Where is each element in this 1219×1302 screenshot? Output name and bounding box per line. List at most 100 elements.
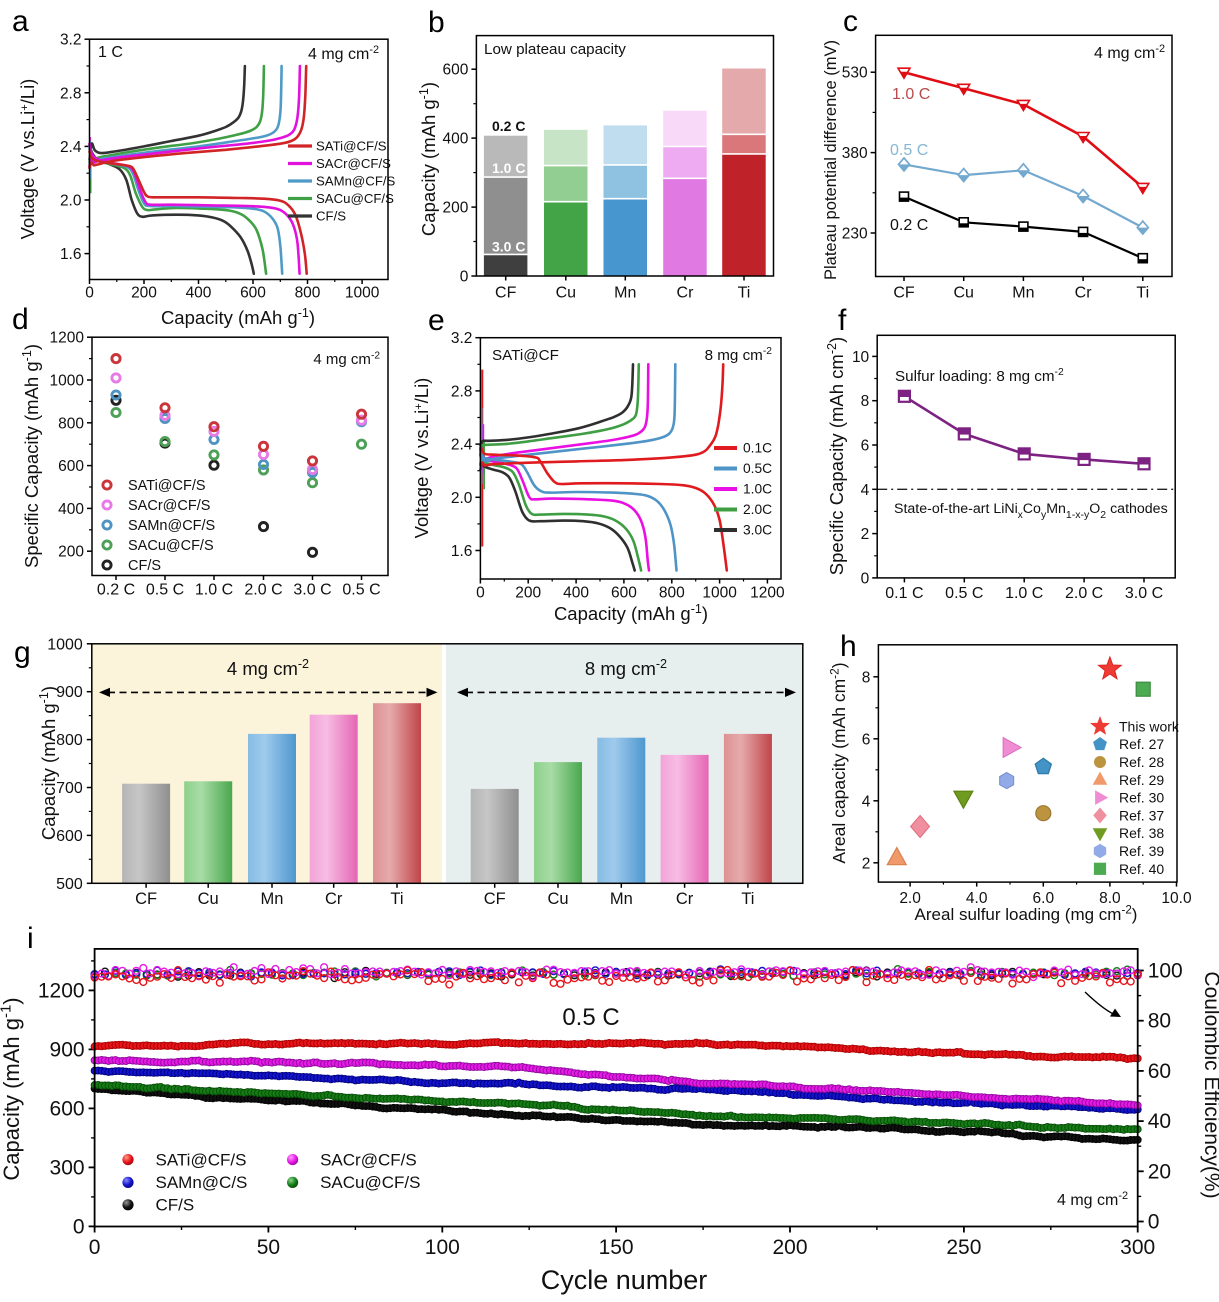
svg-text:20: 20 [1148,1160,1171,1183]
svg-text:400: 400 [443,131,469,148]
svg-text:Capacity (mAh g-1): Capacity (mAh g-1) [0,997,24,1180]
svg-text:8.0: 8.0 [1099,890,1121,907]
svg-text:300: 300 [1120,1236,1155,1259]
svg-text:SACr@CF/S: SACr@CF/S [320,1150,417,1169]
svg-text:e: e [428,304,445,337]
svg-text:Capacity (mAh g-1): Capacity (mAh g-1) [37,686,59,840]
svg-text:Ref. 28: Ref. 28 [1119,754,1164,770]
svg-text:1.0 C: 1.0 C [195,582,233,599]
svg-text:0.5C: 0.5C [743,461,772,476]
svg-text:Ref. 40: Ref. 40 [1119,861,1164,877]
svg-text:200: 200 [131,285,157,302]
svg-text:c: c [843,5,858,38]
svg-text:530: 530 [842,65,868,82]
svg-text:600: 600 [240,285,266,302]
svg-text:0.1 C: 0.1 C [885,585,923,602]
svg-text:100: 100 [425,1236,460,1259]
svg-text:1000: 1000 [50,373,85,390]
svg-text:600: 600 [58,458,84,475]
svg-text:2: 2 [861,526,870,543]
svg-text:SAMn@CF/S: SAMn@CF/S [316,174,396,189]
svg-text:8: 8 [862,669,871,686]
svg-text:g: g [14,636,31,669]
svg-text:b: b [428,6,445,39]
svg-text:0: 0 [89,1236,101,1259]
svg-text:200: 200 [443,200,469,217]
svg-text:Specific Capacity (mAh g-1): Specific Capacity (mAh g-1) [20,344,42,568]
svg-text:Areal sulfur loading (mg cm-2): Areal sulfur loading (mg cm-2) [915,904,1138,925]
svg-text:400: 400 [186,285,212,302]
svg-text:Mn: Mn [261,890,284,908]
svg-text:6.0: 6.0 [1033,890,1055,907]
svg-text:0.2 C: 0.2 C [97,582,135,599]
svg-text:400: 400 [58,501,84,518]
svg-text:Mn: Mn [614,285,636,302]
svg-text:d: d [12,303,29,336]
svg-text:Cr: Cr [676,890,694,908]
svg-text:1200: 1200 [750,585,785,602]
svg-text:3.0 C: 3.0 C [293,582,331,599]
svg-text:200: 200 [515,585,541,602]
svg-text:1.0 C: 1.0 C [1005,585,1043,602]
svg-text:2.0 C: 2.0 C [244,582,282,599]
svg-text:SACu@CF/S: SACu@CF/S [128,538,214,554]
svg-text:SATi@CF/S: SATi@CF/S [156,1150,247,1169]
svg-text:0: 0 [460,269,469,286]
svg-text:400: 400 [563,585,589,602]
svg-text:SATi@CF/S: SATi@CF/S [316,139,387,154]
svg-text:Cr: Cr [1075,285,1093,302]
svg-text:2.4: 2.4 [60,139,82,156]
svg-text:1200: 1200 [38,979,85,1002]
svg-text:10: 10 [852,349,870,366]
svg-text:1.6: 1.6 [451,543,473,560]
svg-text:Ref. 29: Ref. 29 [1119,772,1164,788]
svg-text:3.2: 3.2 [60,32,82,49]
svg-text:2.0: 2.0 [60,193,82,210]
svg-text:4 mg cm-2: 4 mg cm-2 [313,350,380,368]
svg-text:a: a [12,5,29,38]
svg-text:Voltage (V vs.Li+/Li): Voltage (V vs.Li+/Li) [411,378,432,539]
svg-text:Ti: Ti [390,890,403,908]
svg-text:Cycle number: Cycle number [541,1265,708,1295]
svg-text:Ti: Ti [1136,285,1149,302]
svg-text:Plateau potential difference (: Plateau potential difference (mV) [822,40,840,280]
svg-text:300: 300 [50,1156,85,1179]
svg-text:4: 4 [862,793,871,810]
svg-text:Low plateau capacity: Low plateau capacity [484,41,626,58]
svg-text:3.0C: 3.0C [743,523,772,538]
svg-text:100: 100 [1148,960,1183,983]
svg-text:0.5 C: 0.5 C [146,582,184,599]
svg-text:i: i [27,922,34,955]
svg-text:2.0: 2.0 [899,890,921,907]
svg-text:800: 800 [56,732,83,749]
svg-text:6: 6 [862,731,871,748]
svg-text:2.8: 2.8 [60,85,82,102]
svg-text:Ref. 39: Ref. 39 [1119,843,1164,859]
svg-text:800: 800 [659,585,685,602]
svg-text:0.5 C: 0.5 C [342,582,380,599]
svg-text:4 mg cm-2: 4 mg cm-2 [308,44,379,63]
svg-text:Capacity (mAh g-1): Capacity (mAh g-1) [554,602,708,624]
svg-text:Sulfur loading: 8 mg cm-2: Sulfur loading: 8 mg cm-2 [895,367,1064,385]
svg-text:Cr: Cr [677,285,695,302]
svg-text:4.0: 4.0 [966,890,988,907]
svg-text:This work: This work [1119,718,1180,734]
svg-text:Ref. 37: Ref. 37 [1119,807,1164,823]
svg-text:1200: 1200 [50,330,85,347]
svg-text:Cu: Cu [547,890,568,908]
svg-text:900: 900 [56,684,83,701]
svg-text:40: 40 [1148,1110,1171,1133]
svg-text:8 mg cm-2: 8 mg cm-2 [585,657,667,679]
svg-text:380: 380 [842,145,868,162]
svg-text:2.0 C: 2.0 C [1065,585,1103,602]
svg-text:3.0 C: 3.0 C [1125,585,1163,602]
svg-text:600: 600 [50,1097,85,1120]
svg-text:CF: CF [893,285,915,302]
svg-text:Specific Capacity (mAh cm-2): Specific Capacity (mAh cm-2) [825,337,847,575]
svg-text:1.0 C: 1.0 C [492,160,525,176]
svg-text:900: 900 [50,1038,85,1061]
svg-text:250: 250 [946,1236,981,1259]
svg-text:Ref. 27: Ref. 27 [1119,736,1164,752]
svg-text:0: 0 [476,585,485,602]
svg-text:1.6: 1.6 [60,246,82,263]
